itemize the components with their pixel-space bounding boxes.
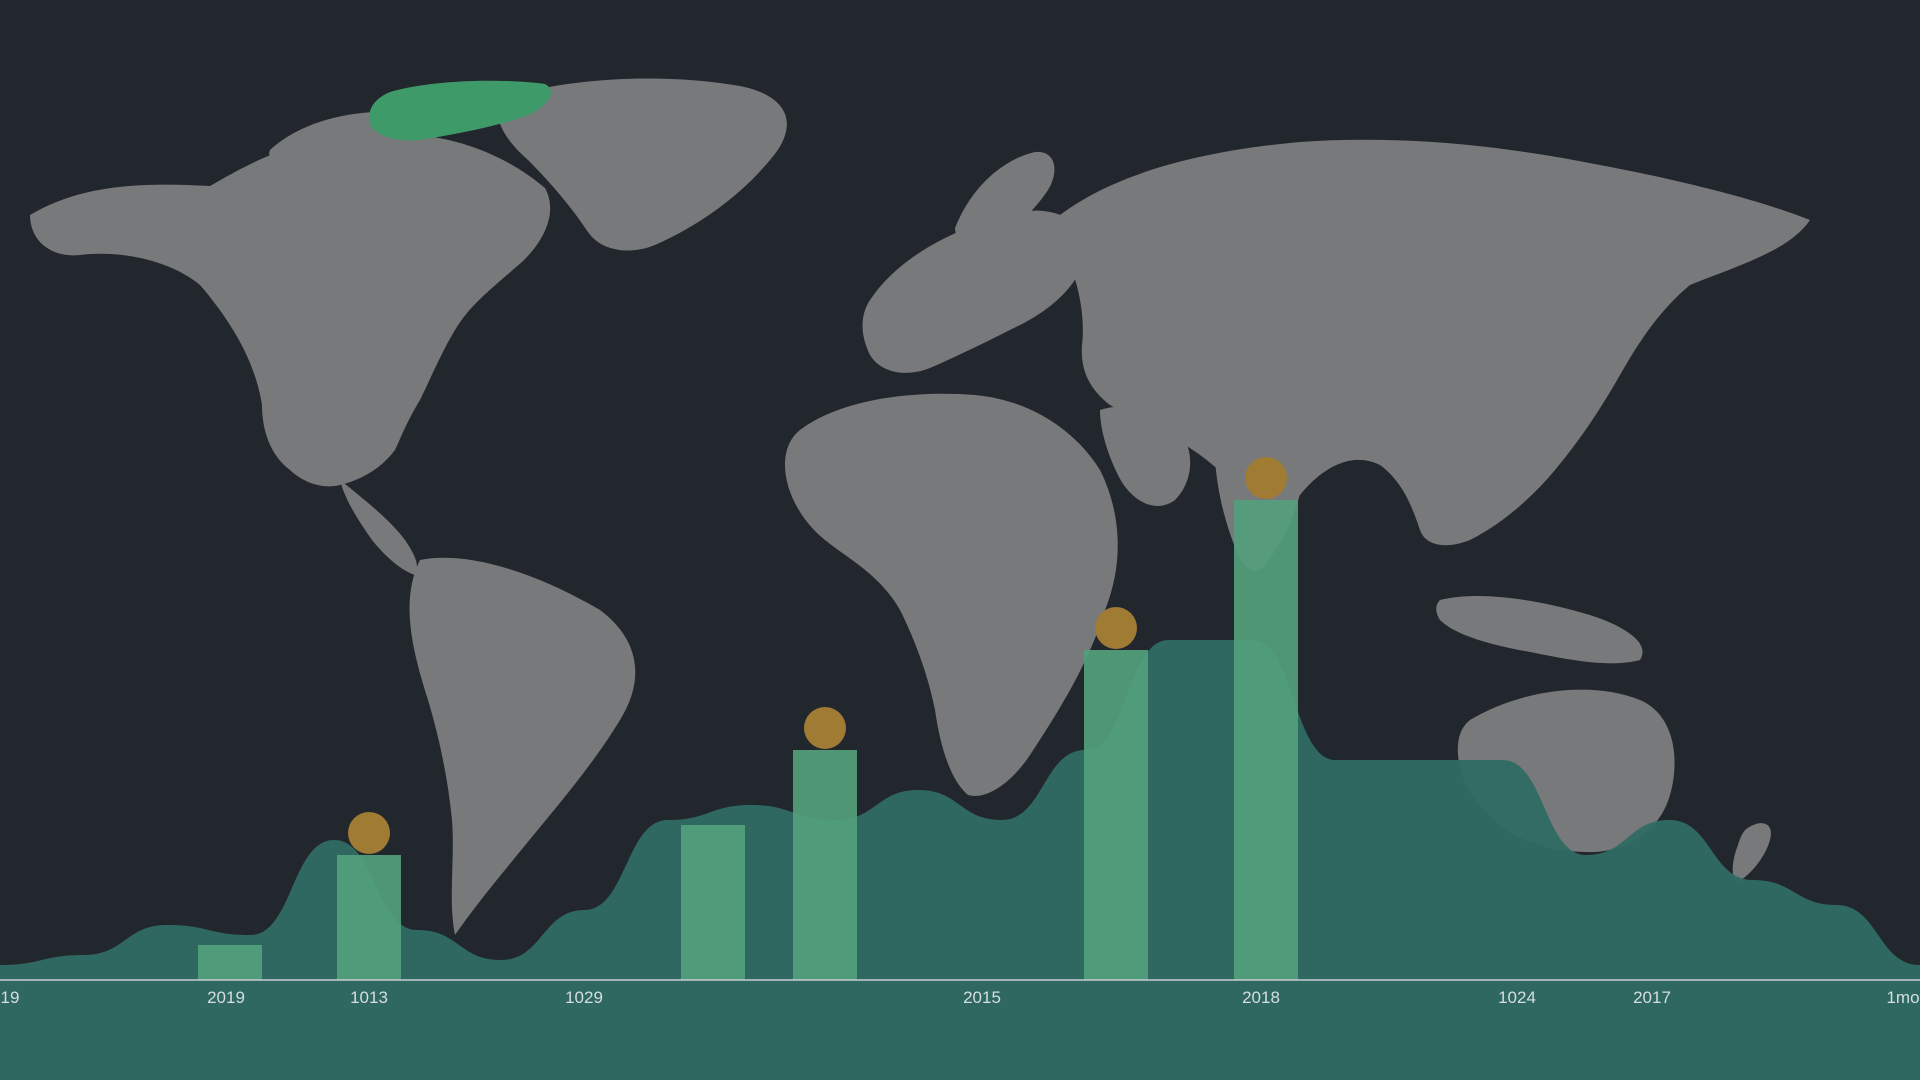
x-tick-label: 1024 [1498,988,1536,1007]
madagascar-shape [1032,606,1061,690]
x-tick-label: 2017 [1633,988,1671,1007]
asia-shape [1058,139,1810,546]
x-tick-label: 2015 [963,988,1001,1007]
bar-marker-4 [804,707,846,749]
bar-2 [337,855,401,980]
x-tick-label: 2018 [1242,988,1280,1007]
bar-1 [198,945,262,980]
x-tick-label: 1013 [350,988,388,1007]
bar-5 [1084,650,1148,980]
southeast-asia-islands-shape [1436,595,1643,664]
new-zealand-shape [1732,823,1771,882]
bars [198,500,1298,980]
europe-shape [862,210,1086,373]
bar-marker-5 [1095,607,1137,649]
central-america-shape [340,480,417,575]
bar-4 [793,750,857,980]
x-tick-label: 2019 [207,988,245,1007]
scandinavia-shape [955,151,1055,245]
bar-6 [1234,500,1298,980]
japan-shape [1580,295,1623,397]
africa-shape [785,393,1118,796]
area-series [0,640,1920,1080]
bar-marker-6 [1245,457,1287,499]
south-america-shape [409,557,636,935]
x-tick-label: 1mo [1886,988,1919,1007]
area-series-shape [0,640,1920,1080]
bar-3 [681,825,745,980]
x-tick-labels: 19 2019 1013 1029 2015 2018 1024 2017 1mo [1,988,1920,1007]
x-tick-label: 19 [1,988,20,1007]
greenland-shape [497,78,787,251]
world-map [30,78,1810,935]
arabian-peninsula-shape [1100,406,1191,506]
bar-marker-2 [348,812,390,854]
markers [348,457,1287,854]
north-america-shape [30,134,551,487]
greenland-highlight-shape [369,80,551,141]
x-tick-label: 1029 [565,988,603,1007]
